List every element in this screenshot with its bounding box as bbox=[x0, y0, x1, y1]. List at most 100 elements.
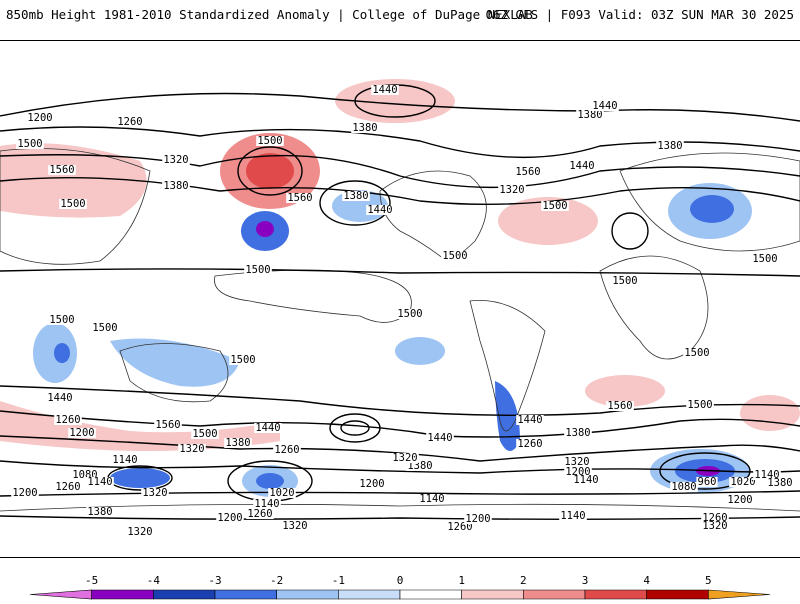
contour-label: 1560 bbox=[49, 164, 74, 176]
colorbar: -5 -4 -3 -2 -1 0 1 2 3 4 5 bbox=[0, 570, 800, 600]
contour-label: 1500 bbox=[245, 264, 270, 276]
colorbar-tick-label: 3 bbox=[582, 574, 589, 587]
contour-label: 1440 bbox=[569, 160, 594, 172]
contour-ring bbox=[237, 146, 303, 196]
contour-label: 1200 bbox=[27, 112, 52, 124]
contour-label-background bbox=[726, 495, 754, 505]
contour-label: 1140 bbox=[112, 454, 137, 466]
asia-outline bbox=[0, 148, 151, 265]
contour-label-background bbox=[464, 514, 492, 524]
colorbar-tick-label: 5 bbox=[705, 574, 712, 587]
contour-label-background bbox=[701, 521, 729, 531]
contour-ring bbox=[340, 420, 370, 436]
contour-label: 1500 bbox=[60, 198, 85, 210]
australia-outline bbox=[119, 343, 229, 403]
contour-label-background bbox=[591, 101, 619, 111]
contour-label-background bbox=[281, 521, 309, 531]
contour-label: 1500 bbox=[49, 314, 74, 326]
contour-ring bbox=[611, 212, 649, 250]
colorbar-tick-label: -3 bbox=[208, 574, 221, 587]
contour-label-background bbox=[606, 401, 634, 411]
contour-label-background bbox=[229, 355, 257, 365]
contour-label-background bbox=[418, 494, 446, 504]
contour-label: 1140 bbox=[87, 476, 112, 488]
contour-label-background bbox=[446, 522, 474, 532]
contour-label-background bbox=[178, 444, 206, 454]
contour-label: 1380 bbox=[657, 140, 682, 152]
contour-label-background bbox=[86, 507, 114, 517]
contour-label: 1440 bbox=[255, 422, 280, 434]
contour-label-background bbox=[26, 113, 54, 123]
contour-label-background bbox=[256, 136, 284, 146]
contour-label-background bbox=[366, 205, 394, 215]
contour-label-background bbox=[16, 139, 44, 149]
contour-label: 1020 bbox=[269, 487, 294, 499]
contour-label-background bbox=[154, 420, 182, 430]
contour-label: 1380 bbox=[767, 477, 792, 489]
contour-label-background bbox=[564, 467, 592, 477]
contour-label-background bbox=[268, 488, 296, 498]
contour-label: 1380 bbox=[352, 122, 377, 134]
negative-anomaly-indian-ocean-core bbox=[54, 343, 70, 363]
contour-label: 1260 bbox=[274, 444, 299, 456]
contour-label-background bbox=[162, 155, 190, 165]
antarctica-outline bbox=[0, 503, 800, 512]
contour-line bbox=[0, 490, 800, 497]
colorbar-segment bbox=[399, 589, 462, 600]
contour-label-background bbox=[670, 482, 698, 492]
contour-label-background bbox=[441, 251, 469, 261]
contour-label-background bbox=[286, 193, 314, 203]
contour-label: 1500 bbox=[192, 428, 217, 440]
contour-line bbox=[0, 92, 800, 122]
contour-label-background bbox=[162, 181, 190, 191]
contour-label: 1320 bbox=[127, 526, 152, 538]
contour-label: 1500 bbox=[397, 308, 422, 320]
contour-label: 1500 bbox=[230, 354, 255, 366]
contour-label-background bbox=[611, 276, 639, 286]
contour-label: 1380 bbox=[577, 109, 602, 121]
contour-label-background bbox=[696, 477, 718, 487]
negative-anomaly-southern-ocean-1 bbox=[110, 468, 170, 488]
contour-label-background bbox=[59, 199, 87, 209]
contour-ring bbox=[659, 452, 751, 490]
contour-label-background bbox=[126, 527, 154, 537]
contour-label: 1200 bbox=[465, 513, 490, 525]
contour-label-background bbox=[656, 141, 684, 151]
negative-anomaly-australia bbox=[110, 338, 240, 387]
contour-label: 1260 bbox=[117, 116, 142, 128]
colorbar-tick-label: -5 bbox=[85, 574, 98, 587]
contour-label: 960 bbox=[698, 476, 717, 488]
contour-label-background bbox=[516, 415, 544, 425]
contour-label-background bbox=[54, 415, 82, 425]
contour-line bbox=[0, 154, 800, 189]
negative-anomaly-europe-core bbox=[690, 195, 734, 223]
colorbar-segment bbox=[214, 589, 277, 600]
contour-label: 1320 bbox=[702, 520, 727, 532]
contour-label: 1320 bbox=[282, 520, 307, 532]
contour-line bbox=[0, 268, 800, 277]
colorbar-tick-label: 4 bbox=[643, 574, 650, 587]
contour-label: 1560 bbox=[155, 419, 180, 431]
map-panel: 1200 1260 1440 1380 1500 1320 1560 1380 1500 1500… bbox=[0, 40, 800, 558]
contour-line bbox=[0, 385, 800, 416]
contour-label: 1320 bbox=[179, 443, 204, 455]
colorbar-tick-label: 1 bbox=[458, 574, 465, 587]
contour-label: 1440 bbox=[517, 414, 542, 426]
contour-label-background bbox=[729, 477, 757, 487]
contour-label: 1260 bbox=[55, 481, 80, 493]
negative-anomaly-south-america bbox=[495, 381, 520, 451]
contour-label: 1200 bbox=[217, 512, 242, 524]
contour-label-background bbox=[224, 438, 252, 448]
contour-label-background bbox=[563, 457, 591, 467]
contour-label: 1500 bbox=[542, 200, 567, 212]
contour-label: 1140 bbox=[419, 493, 444, 505]
contour-label-background bbox=[71, 470, 99, 480]
contour-label: 1320 bbox=[392, 452, 417, 464]
contour-label-background bbox=[191, 429, 219, 439]
contour-label: 1440 bbox=[367, 204, 392, 216]
colorbar-tick-label: 2 bbox=[520, 574, 527, 587]
contour-label-background bbox=[254, 423, 282, 433]
positive-anomaly-south-atlantic bbox=[585, 375, 665, 407]
run-info: 06Z GFS | F093 Valid: 03Z SUN MAR 30 202… bbox=[485, 7, 794, 22]
contour-label-background bbox=[141, 488, 169, 498]
